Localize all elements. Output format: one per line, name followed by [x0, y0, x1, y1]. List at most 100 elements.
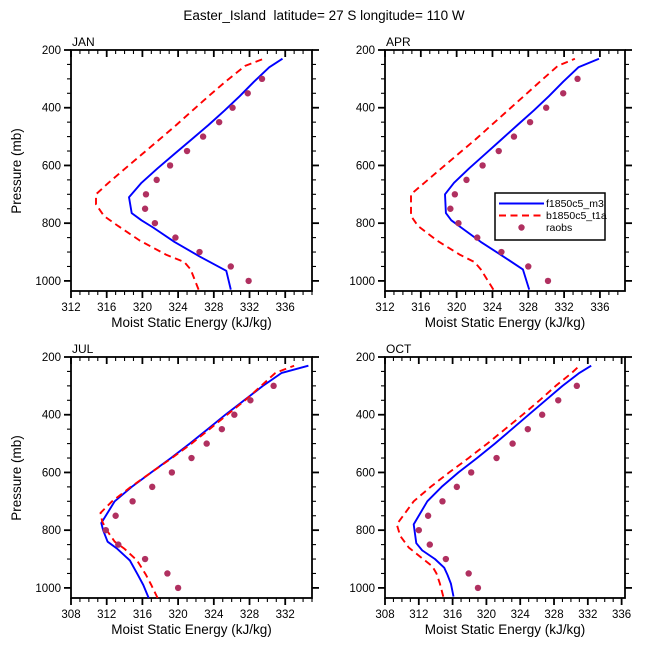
- y-tick-label: 400: [42, 410, 61, 422]
- x-tick-label: 332: [240, 302, 259, 314]
- x-axis-title-apr: Moist Static Energy (kJ/kg): [424, 315, 586, 330]
- raobs-point: [164, 570, 171, 577]
- raobs-point: [510, 133, 518, 140]
- raobs-point: [426, 541, 433, 548]
- series-raobs: [447, 75, 581, 285]
- raobs-point: [244, 90, 251, 97]
- y-tick-label: 1000: [35, 583, 61, 595]
- raobs-point: [141, 205, 149, 212]
- raobs-point: [498, 248, 505, 256]
- y-tick-label: 800: [42, 218, 61, 230]
- x-tick-label: 324: [483, 302, 503, 314]
- x-axis-title-jul: Moist Static Energy (kJ/kg): [111, 622, 272, 637]
- raobs-point: [229, 104, 236, 111]
- raobs-point: [495, 147, 502, 155]
- y-tick-label: 800: [356, 218, 375, 230]
- series-b1850c5_t1a: [395, 365, 581, 597]
- profile-line: [95, 57, 265, 290]
- y-tick-label: 200: [42, 352, 61, 364]
- x-tick-label: 316: [97, 302, 116, 314]
- raobs-point: [474, 584, 482, 592]
- raobs-point: [258, 75, 266, 83]
- y-tick-label: 400: [356, 410, 375, 422]
- panel-JAN: 312 316 320 324 328 332 336 200 400 600 800 1000: [35, 45, 319, 314]
- x-tick-label: 320: [447, 302, 466, 314]
- raobs-point: [231, 411, 238, 418]
- raobs-point: [166, 162, 174, 169]
- x-tick-label: 336: [590, 302, 609, 314]
- raobs-point: [524, 425, 532, 433]
- y-tick-label: 200: [356, 352, 375, 364]
- x-tick-label: 316: [133, 609, 152, 621]
- panel-JUL: 308 312 316 320 324 328 332 200 400 600 800 1000: [35, 352, 319, 621]
- raobs-point: [424, 512, 432, 519]
- plot-frame: [384, 356, 626, 599]
- y-tick-label: 400: [42, 103, 61, 115]
- x-tick-label: 320: [477, 609, 496, 621]
- y-tick-label: 200: [356, 45, 375, 57]
- raobs-point: [447, 205, 454, 212]
- x-tick-label: 332: [578, 609, 597, 621]
- raobs-point: [215, 118, 223, 126]
- series-raobs: [102, 382, 277, 592]
- raobs-point: [544, 277, 552, 285]
- raobs-point: [245, 277, 252, 285]
- x-tick-label: 324: [204, 609, 224, 621]
- raobs-point: [439, 498, 446, 505]
- legend-label: raobs: [546, 222, 572, 234]
- y-axis-title-row2: Pressure (mb): [9, 434, 24, 521]
- x-tick-label: 320: [133, 302, 152, 314]
- x-axis-title-oct: Moist Static Energy (kJ/kg): [424, 622, 586, 637]
- x-tick-label: 332: [555, 302, 574, 314]
- y-tick-label: 600: [356, 467, 375, 479]
- x-tick-label: 324: [169, 302, 189, 314]
- x-tick-label: 328: [240, 609, 259, 621]
- y-tick-label: 800: [356, 525, 375, 537]
- raobs-point: [574, 75, 581, 83]
- x-tick-label: 328: [544, 609, 563, 621]
- series-b1850c5_t1a: [410, 57, 576, 291]
- y-tick-label: 1000: [349, 276, 375, 288]
- profile-line: [412, 364, 592, 597]
- raobs-point: [149, 483, 156, 491]
- month-label-jan: JAN: [72, 35, 95, 49]
- series-raobs: [415, 382, 581, 592]
- raobs-point: [525, 263, 532, 270]
- raobs-point: [451, 191, 459, 198]
- x-tick-label: 316: [411, 302, 430, 314]
- raobs-point: [479, 162, 486, 169]
- legend-label: b1850c5_t1a: [546, 210, 607, 222]
- raobs-point: [573, 382, 581, 390]
- raobs-point: [542, 104, 550, 111]
- x-tick-label: 316: [443, 609, 462, 621]
- x-tick-label: 336: [276, 302, 295, 314]
- profile-line: [395, 365, 581, 597]
- panel-OCT: 308 312 316 320 324 328 332 336 200 400 600 800 1000: [349, 352, 632, 621]
- raobs-point: [172, 234, 179, 241]
- raobs-point: [153, 176, 160, 184]
- profile-line: [444, 57, 600, 290]
- raobs-point: [493, 454, 500, 462]
- raobs-point: [199, 133, 207, 140]
- raobs-point: [415, 526, 423, 534]
- raobs-point: [129, 498, 136, 505]
- plot-frame: [70, 356, 313, 599]
- profile-line: [410, 57, 576, 291]
- y-tick-label: 400: [356, 103, 375, 115]
- legend-label: f1850c5_m3: [546, 198, 604, 210]
- raobs-point: [174, 584, 182, 592]
- plot-frame: [384, 49, 626, 292]
- x-tick-label: 328: [204, 302, 223, 314]
- raobs-point: [467, 469, 475, 476]
- x-tick-label: 332: [276, 609, 295, 621]
- page-title: Easter_Island latitude= 27 S longitude= …: [183, 8, 465, 23]
- raobs-point: [218, 425, 226, 433]
- raobs-point: [168, 469, 176, 476]
- series-f1850c5_m3: [100, 364, 309, 599]
- raobs-point: [538, 411, 546, 418]
- x-tick-label: 312: [61, 302, 80, 314]
- x-tick-label: 324: [511, 609, 531, 621]
- raobs-point: [183, 147, 191, 155]
